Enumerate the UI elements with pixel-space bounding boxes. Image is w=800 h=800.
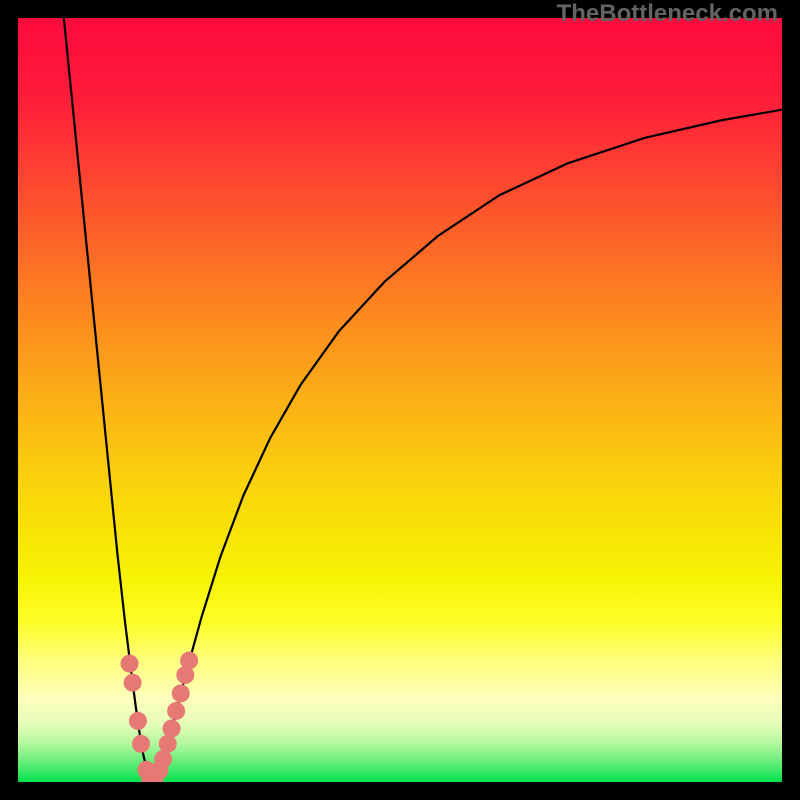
data-marker bbox=[159, 735, 177, 753]
data-marker bbox=[180, 652, 198, 670]
data-marker bbox=[154, 750, 172, 768]
data-marker bbox=[124, 674, 142, 692]
data-marker bbox=[167, 702, 185, 720]
bottleneck-chart bbox=[0, 0, 800, 800]
data-marker bbox=[172, 684, 190, 702]
chart-frame: TheBottleneck.com bbox=[0, 0, 800, 800]
watermark-text: TheBottleneck.com bbox=[557, 0, 778, 28]
data-marker bbox=[121, 655, 139, 673]
data-marker bbox=[163, 720, 181, 738]
data-marker bbox=[129, 712, 147, 730]
data-marker bbox=[132, 735, 150, 753]
